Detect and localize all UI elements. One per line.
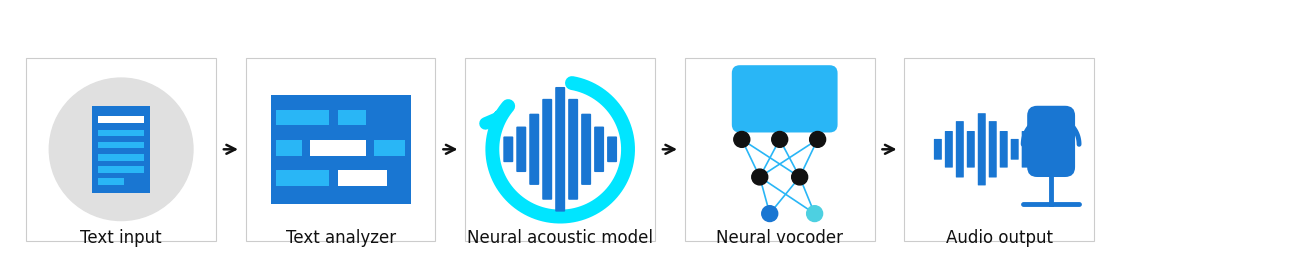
FancyBboxPatch shape [595,127,604,172]
Text: Text input: Text input [80,229,163,247]
FancyBboxPatch shape [731,65,837,133]
FancyBboxPatch shape [580,114,591,185]
FancyBboxPatch shape [26,58,215,241]
FancyBboxPatch shape [529,114,539,185]
Circle shape [792,169,808,185]
Ellipse shape [49,78,194,221]
FancyBboxPatch shape [98,166,144,173]
FancyBboxPatch shape [608,137,617,162]
FancyBboxPatch shape [1027,106,1075,177]
FancyBboxPatch shape [98,116,144,123]
FancyBboxPatch shape [555,87,565,212]
FancyBboxPatch shape [516,127,526,172]
FancyBboxPatch shape [978,113,986,185]
Text: Text analyzer: Text analyzer [285,229,396,247]
Circle shape [806,206,823,222]
FancyBboxPatch shape [944,131,953,168]
FancyBboxPatch shape [904,58,1094,241]
FancyBboxPatch shape [542,99,552,200]
FancyBboxPatch shape [246,58,436,241]
FancyBboxPatch shape [1000,131,1007,168]
Circle shape [762,206,778,222]
FancyBboxPatch shape [503,137,513,162]
FancyBboxPatch shape [988,121,997,177]
Text: Audio output: Audio output [946,229,1053,247]
FancyBboxPatch shape [98,154,144,161]
FancyBboxPatch shape [276,110,329,125]
FancyBboxPatch shape [1022,131,1029,168]
FancyBboxPatch shape [568,99,578,200]
FancyBboxPatch shape [310,140,366,156]
FancyBboxPatch shape [276,171,329,186]
Circle shape [771,132,788,147]
FancyBboxPatch shape [1010,139,1019,160]
FancyBboxPatch shape [934,139,942,160]
FancyBboxPatch shape [98,142,144,149]
FancyBboxPatch shape [98,130,144,136]
Circle shape [810,132,826,147]
FancyBboxPatch shape [92,106,150,193]
FancyBboxPatch shape [466,58,655,241]
FancyBboxPatch shape [271,95,410,204]
FancyBboxPatch shape [374,140,405,156]
FancyBboxPatch shape [276,140,302,156]
FancyBboxPatch shape [956,121,964,177]
Text: Neural vocoder: Neural vocoder [716,229,844,247]
FancyBboxPatch shape [338,110,366,125]
FancyBboxPatch shape [685,58,875,241]
Text: Neural acoustic model: Neural acoustic model [467,229,653,247]
FancyBboxPatch shape [338,171,387,186]
FancyBboxPatch shape [966,131,975,168]
FancyBboxPatch shape [98,178,124,185]
Circle shape [752,169,768,185]
FancyBboxPatch shape [1033,139,1041,160]
Circle shape [734,132,749,147]
